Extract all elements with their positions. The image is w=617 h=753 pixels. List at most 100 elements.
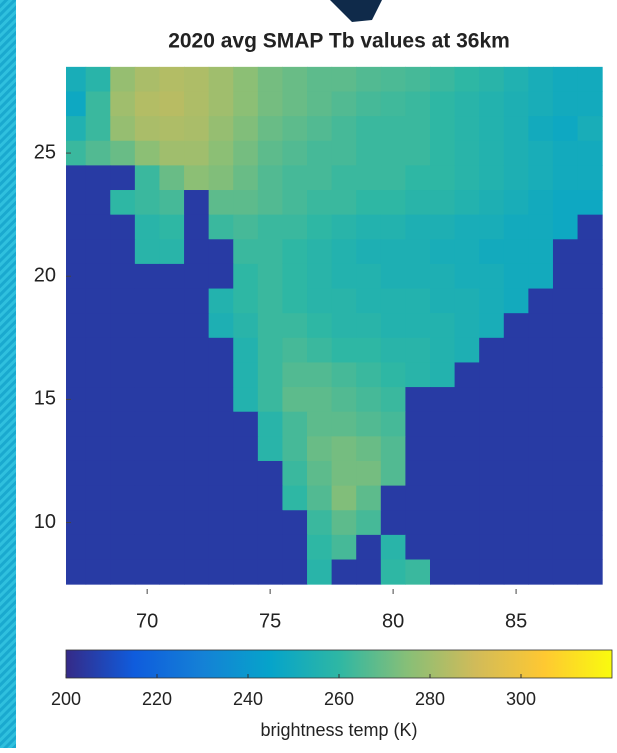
cell (208, 66, 234, 92)
cell (577, 165, 603, 191)
cell (405, 91, 431, 117)
cell (208, 436, 234, 462)
cell (503, 288, 529, 314)
cell (257, 214, 283, 240)
cell (503, 387, 529, 413)
cell (257, 559, 283, 585)
cell (307, 534, 333, 561)
cell (552, 436, 579, 462)
cell (528, 66, 554, 92)
cell (528, 239, 554, 265)
cell (184, 534, 210, 561)
cell (454, 313, 480, 339)
cell (233, 559, 259, 585)
cell (430, 239, 456, 265)
cell (184, 510, 210, 536)
cell (552, 116, 579, 142)
cell (134, 362, 160, 388)
cell (208, 190, 234, 216)
cell (528, 91, 554, 117)
cell (307, 337, 333, 363)
cell (257, 140, 283, 166)
cell (134, 190, 160, 216)
cell (479, 411, 505, 437)
cell (282, 460, 308, 487)
cell (159, 411, 185, 437)
cell (282, 263, 308, 290)
cell (184, 436, 210, 462)
x-tick-label: 75 (259, 610, 281, 632)
cell (380, 214, 406, 240)
cell (356, 460, 382, 487)
cell (479, 534, 505, 561)
cell (552, 510, 579, 536)
cell (66, 559, 87, 585)
cell (184, 140, 210, 166)
cell (134, 140, 160, 166)
cell (528, 263, 554, 290)
cell (233, 460, 259, 487)
cell (356, 362, 382, 388)
cell (85, 165, 111, 191)
cell (454, 337, 480, 363)
cell (66, 239, 87, 265)
cell (159, 91, 185, 117)
cell (331, 362, 357, 388)
cell (208, 387, 234, 413)
cell (356, 485, 382, 511)
cell (552, 66, 579, 92)
x-tick-label: 80 (382, 610, 404, 632)
cell (503, 66, 529, 92)
cell (208, 239, 234, 265)
cell (380, 559, 406, 585)
cell (184, 460, 210, 487)
cell (331, 190, 357, 216)
cell (184, 263, 210, 290)
cell (503, 411, 529, 437)
cell (430, 140, 456, 166)
cell (380, 337, 406, 363)
cell (380, 66, 406, 92)
cell (430, 66, 456, 92)
cell (208, 534, 234, 561)
cell (159, 214, 185, 240)
cell (257, 66, 283, 92)
cell (134, 460, 160, 487)
cell (66, 485, 87, 511)
cell (503, 337, 529, 363)
cell (85, 485, 111, 511)
cell (552, 313, 579, 339)
cell (577, 387, 603, 413)
cell (85, 116, 111, 142)
cell (307, 411, 333, 437)
cell (405, 165, 431, 191)
cell (479, 116, 505, 142)
cell (552, 140, 579, 166)
cell (552, 534, 579, 561)
cell (331, 337, 357, 363)
cell (528, 362, 554, 388)
cell (331, 510, 357, 536)
cell (184, 91, 210, 117)
cell (528, 387, 554, 413)
cell (257, 411, 283, 437)
cell (233, 387, 259, 413)
cell (503, 116, 529, 142)
cell (110, 411, 136, 437)
cell (159, 337, 185, 363)
cell (307, 239, 333, 265)
cell (66, 91, 87, 117)
cell (66, 214, 87, 240)
cell (85, 460, 111, 487)
cell (454, 288, 480, 314)
cell (307, 559, 333, 585)
cell (85, 313, 111, 339)
cell (552, 559, 579, 585)
cell (577, 313, 603, 339)
cell (66, 165, 87, 191)
cell (159, 387, 185, 413)
cell (134, 534, 160, 561)
cell (479, 313, 505, 339)
cell (282, 362, 308, 388)
cell (257, 263, 283, 290)
